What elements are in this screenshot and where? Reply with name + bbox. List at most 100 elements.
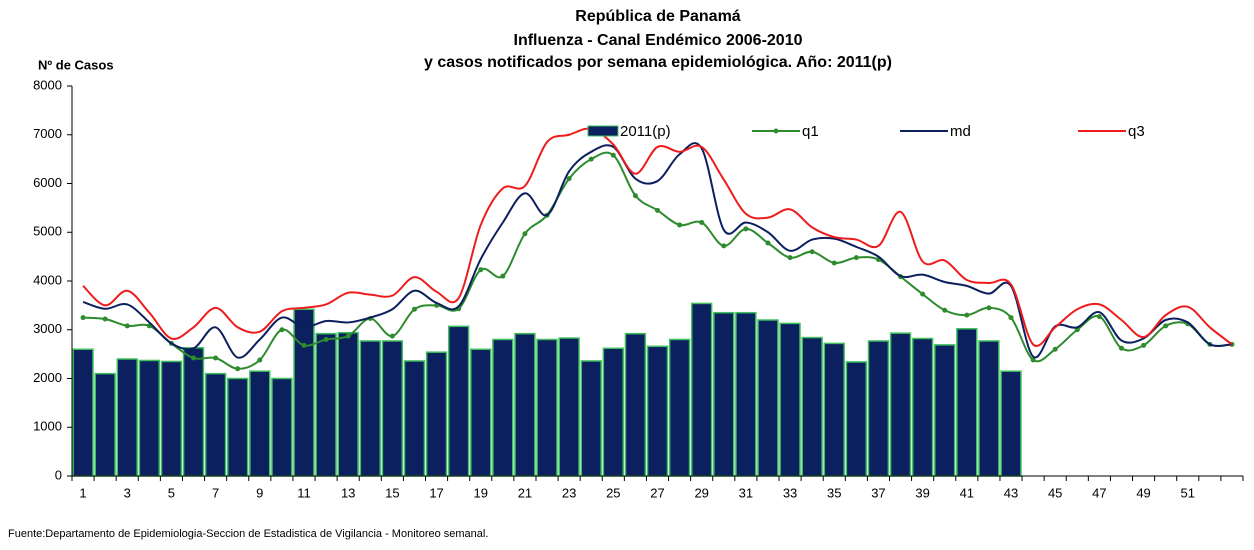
bar bbox=[227, 377, 249, 477]
bar bbox=[580, 360, 602, 477]
bar bbox=[182, 347, 205, 477]
line-marker bbox=[1096, 314, 1102, 320]
x-tick-label: 15 bbox=[385, 485, 399, 500]
bar bbox=[160, 360, 183, 477]
line-marker bbox=[235, 366, 241, 372]
y-tick-label: 0 bbox=[55, 467, 62, 482]
bar bbox=[823, 342, 845, 477]
line-marker bbox=[986, 305, 992, 311]
line-marker bbox=[301, 342, 307, 348]
bar bbox=[249, 370, 271, 477]
line-marker bbox=[257, 357, 263, 363]
bar bbox=[315, 332, 337, 477]
bar bbox=[94, 372, 116, 477]
line-series bbox=[82, 142, 1233, 359]
line-marker bbox=[389, 333, 395, 339]
y-tick-label: 2000 bbox=[33, 370, 62, 385]
line-marker bbox=[279, 327, 285, 333]
bar bbox=[72, 348, 94, 477]
line-marker bbox=[765, 240, 771, 246]
line-marker bbox=[1030, 357, 1036, 363]
line-marker bbox=[124, 323, 130, 329]
bar bbox=[558, 337, 580, 477]
bar bbox=[956, 328, 978, 477]
line-marker bbox=[721, 243, 727, 249]
line-marker bbox=[699, 220, 705, 225]
line-marker bbox=[588, 156, 594, 162]
line-marker bbox=[964, 312, 970, 318]
chart-title: República de Panamá bbox=[575, 8, 740, 25]
bar bbox=[713, 311, 735, 477]
bar bbox=[359, 340, 381, 477]
y-tick-label: 6000 bbox=[33, 175, 62, 190]
bar bbox=[889, 332, 912, 477]
line-marker bbox=[323, 337, 329, 342]
bar bbox=[116, 358, 138, 477]
line-marker bbox=[942, 307, 948, 313]
line-series bbox=[82, 151, 1233, 370]
x-tick-label: 43 bbox=[1004, 485, 1018, 500]
x-tick-label: 1 bbox=[79, 485, 86, 500]
bar bbox=[779, 322, 801, 477]
line-marker bbox=[677, 222, 683, 228]
y-tick-label: 3000 bbox=[33, 321, 62, 336]
bar bbox=[801, 336, 823, 477]
x-tick-label: 5 bbox=[168, 485, 175, 500]
bar bbox=[646, 345, 669, 477]
bar bbox=[934, 344, 956, 477]
line-marker bbox=[522, 231, 528, 237]
line-series bbox=[82, 127, 1233, 347]
line-marker bbox=[787, 255, 793, 261]
y-tick-label: 1000 bbox=[33, 419, 62, 434]
bar bbox=[624, 332, 647, 477]
line-marker bbox=[655, 207, 660, 213]
bar bbox=[867, 340, 890, 477]
line-marker bbox=[500, 273, 506, 279]
line-marker bbox=[1118, 345, 1124, 351]
bar bbox=[271, 377, 293, 477]
line-marker bbox=[809, 249, 815, 255]
bar bbox=[845, 361, 868, 477]
y-tick-label: 8000 bbox=[33, 77, 62, 92]
line-marker bbox=[1141, 342, 1147, 348]
x-tick-label: 51 bbox=[1181, 485, 1195, 500]
x-tick-label: 23 bbox=[562, 485, 576, 500]
y-tick-label: 5000 bbox=[33, 224, 62, 239]
line-marker bbox=[610, 152, 616, 158]
line-marker bbox=[102, 316, 108, 322]
bar bbox=[204, 372, 227, 477]
line-marker bbox=[566, 176, 572, 182]
chart-title: y casos notificados por semana epidemiol… bbox=[424, 54, 892, 71]
x-tick-label: 17 bbox=[429, 485, 443, 500]
x-tick-label: 25 bbox=[606, 485, 620, 500]
line-marker bbox=[345, 333, 351, 339]
x-tick-label: 19 bbox=[474, 485, 488, 500]
bar bbox=[492, 338, 514, 477]
x-tick-label: 31 bbox=[739, 485, 753, 500]
x-tick-label: 13 bbox=[341, 485, 355, 500]
x-tick-label: 11 bbox=[297, 485, 311, 500]
bar bbox=[690, 302, 713, 477]
legend-label: 2011(p) bbox=[620, 123, 671, 140]
line-marker bbox=[213, 355, 219, 361]
line-marker bbox=[1052, 346, 1058, 352]
line-marker bbox=[478, 267, 484, 273]
bar bbox=[668, 338, 691, 477]
line-marker bbox=[1008, 315, 1014, 321]
x-tick-label: 29 bbox=[694, 485, 708, 500]
bar bbox=[403, 360, 426, 477]
y-tick-label: 7000 bbox=[33, 126, 62, 141]
x-tick-label: 3 bbox=[124, 485, 131, 500]
bar bbox=[381, 340, 404, 477]
x-tick-label: 37 bbox=[871, 485, 885, 500]
bar bbox=[757, 319, 779, 477]
legend-label: md bbox=[950, 123, 971, 140]
x-tick-label: 9 bbox=[256, 485, 263, 500]
x-tick-label: 33 bbox=[783, 485, 797, 500]
x-tick-label: 45 bbox=[1048, 485, 1062, 500]
bar bbox=[337, 331, 359, 477]
bar bbox=[602, 347, 625, 477]
x-tick-label: 21 bbox=[518, 485, 532, 500]
bar bbox=[447, 325, 470, 477]
legend-swatch bbox=[773, 128, 779, 134]
